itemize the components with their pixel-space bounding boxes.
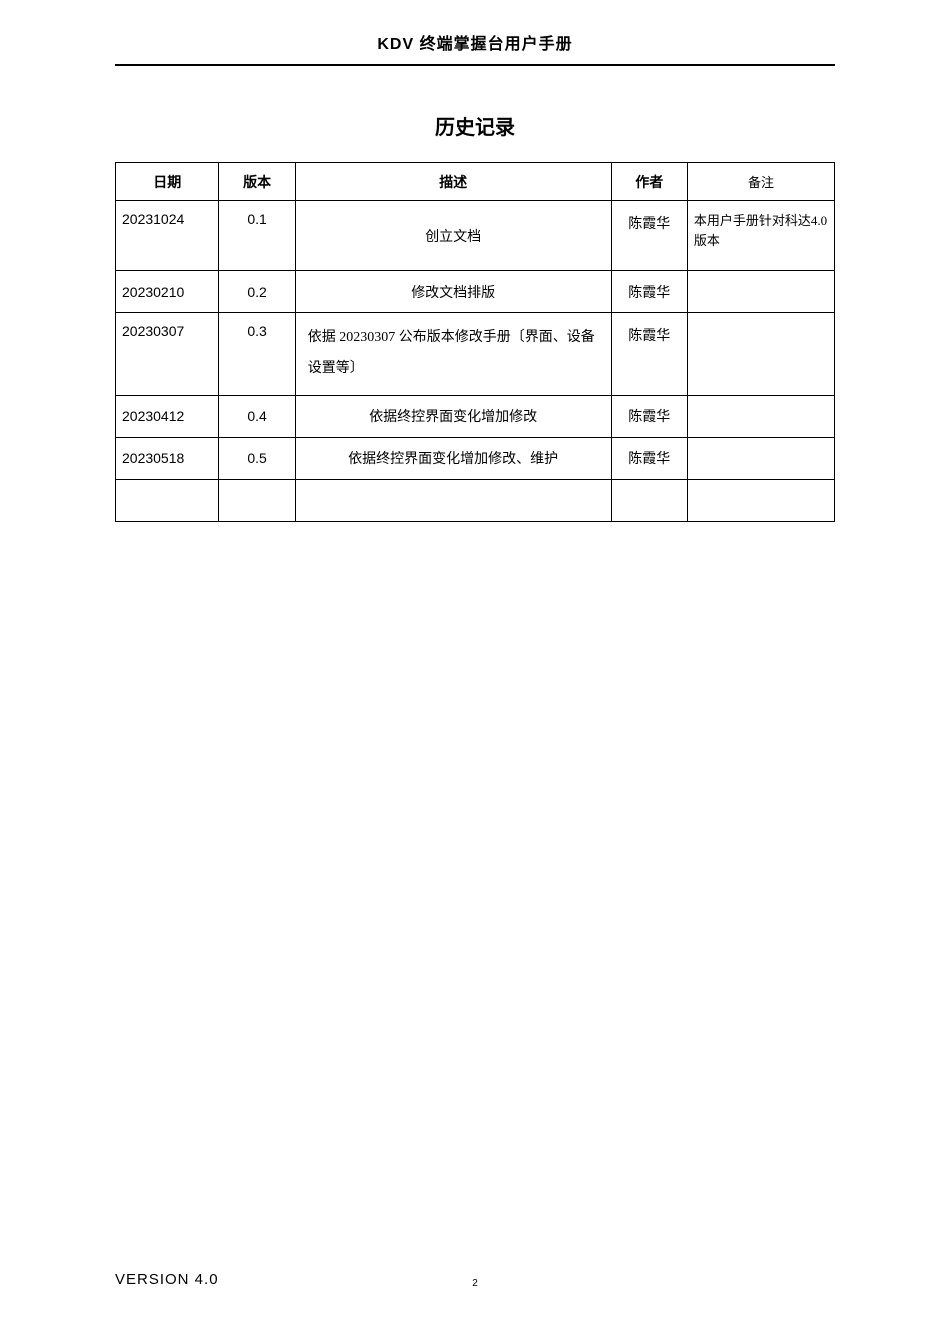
cell-remark: 本用户手册针对科达4.0 版本 [687,201,834,271]
cell-description: 依据 20230307 公布版本修改手册〔界面、设备设置等〕 [295,313,611,396]
cell-date [116,479,219,521]
cell-date: 20230518 [116,437,219,479]
cell-remark [687,437,834,479]
cell-author [611,479,687,521]
table-header-row: 日期 版本 描述 作者 备注 [116,163,835,201]
cell-version: 0.1 [219,201,295,271]
section-title: 历史记录 [115,111,835,140]
cell-date: 20230412 [116,395,219,437]
cell-date: 20230307 [116,313,219,396]
document-header-title: KDV 终端掌握台用户手册 [115,30,835,66]
col-header-description: 描述 [295,163,611,201]
cell-remark [687,271,834,313]
col-header-author: 作者 [611,163,687,201]
cell-author: 陈霞华 [611,313,687,396]
col-header-date: 日期 [116,163,219,201]
col-header-remark: 备注 [687,163,834,201]
cell-author: 陈霞华 [611,201,687,271]
footer-version: VERSION 4.0 [115,1271,219,1288]
col-header-version: 版本 [219,163,295,201]
cell-version: 0.3 [219,313,295,396]
table-row: 20230518 0.5 依据终控界面变化增加修改、维护 陈霞华 [116,437,835,479]
cell-author: 陈霞华 [611,395,687,437]
cell-author: 陈霞华 [611,271,687,313]
table-row: 20231024 0.1 创立文档 陈霞华 本用户手册针对科达4.0 版本 [116,201,835,271]
cell-description: 依据终控界面变化增加修改 [295,395,611,437]
cell-date: 20231024 [116,201,219,271]
cell-remark [687,313,834,396]
footer-page-number: 2 [472,1278,478,1289]
table-row: 20230307 0.3 依据 20230307 公布版本修改手册〔界面、设备设… [116,313,835,396]
cell-remark [687,395,834,437]
cell-version: 0.2 [219,271,295,313]
cell-date: 20230210 [116,271,219,313]
cell-author: 陈霞华 [611,437,687,479]
cell-description [295,479,611,521]
cell-description: 修改文档排版 [295,271,611,313]
table-row: 20230412 0.4 依据终控界面变化增加修改 陈霞华 [116,395,835,437]
page-footer: VERSION 4.0 2 [115,1271,835,1289]
table-row: 20230210 0.2 修改文档排版 陈霞华 [116,271,835,313]
page: KDV 终端掌握台用户手册 历史记录 日期 版本 描述 作者 备注 202310… [0,0,950,1344]
history-table: 日期 版本 描述 作者 备注 20231024 0.1 创立文档 陈霞华 本用户… [115,162,835,522]
cell-version [219,479,295,521]
cell-description: 创立文档 [295,201,611,271]
table-row [116,479,835,521]
cell-version: 0.4 [219,395,295,437]
cell-description: 依据终控界面变化增加修改、维护 [295,437,611,479]
cell-version: 0.5 [219,437,295,479]
cell-remark [687,479,834,521]
